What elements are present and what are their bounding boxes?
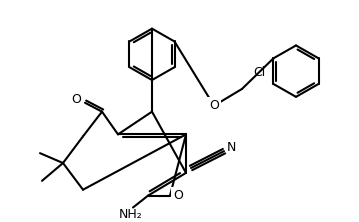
Text: O: O [71,93,81,106]
Text: O: O [209,99,219,112]
Text: O: O [173,189,183,202]
Text: Cl: Cl [253,66,266,79]
Text: NH₂: NH₂ [119,208,143,221]
Text: N: N [226,141,236,154]
